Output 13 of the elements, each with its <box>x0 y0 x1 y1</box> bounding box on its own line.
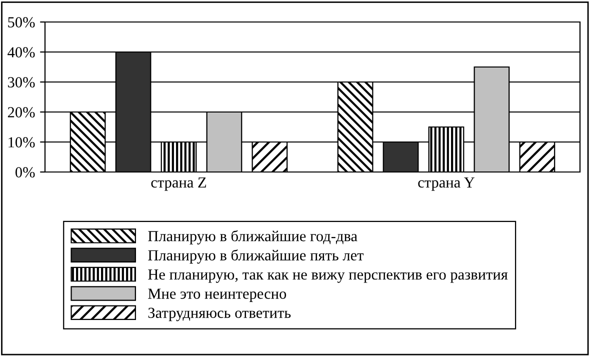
y-tick-label: 40% <box>8 47 35 58</box>
legend-label: Планирую в ближайшие пять лет <box>148 249 364 264</box>
x-tick-label: страна Z <box>151 177 206 191</box>
legend-label: Не планирую, так как не вижу перспектив его развития <box>148 270 508 283</box>
y-tick-label: 20% <box>8 107 35 118</box>
y-tick-label: 0% <box>15 167 35 178</box>
legend-label: Планирую в ближайшие год-два <box>148 230 358 244</box>
legend-label: Затрудняюсь ответить <box>148 308 291 322</box>
x-tick-label: страна Y <box>418 177 475 191</box>
y-tick-label: 30% <box>8 77 35 88</box>
y-tick-label: 50% <box>8 17 35 28</box>
legend-label: Мне это неинтересно <box>148 288 286 302</box>
y-tick-label: 10% <box>8 137 35 148</box>
